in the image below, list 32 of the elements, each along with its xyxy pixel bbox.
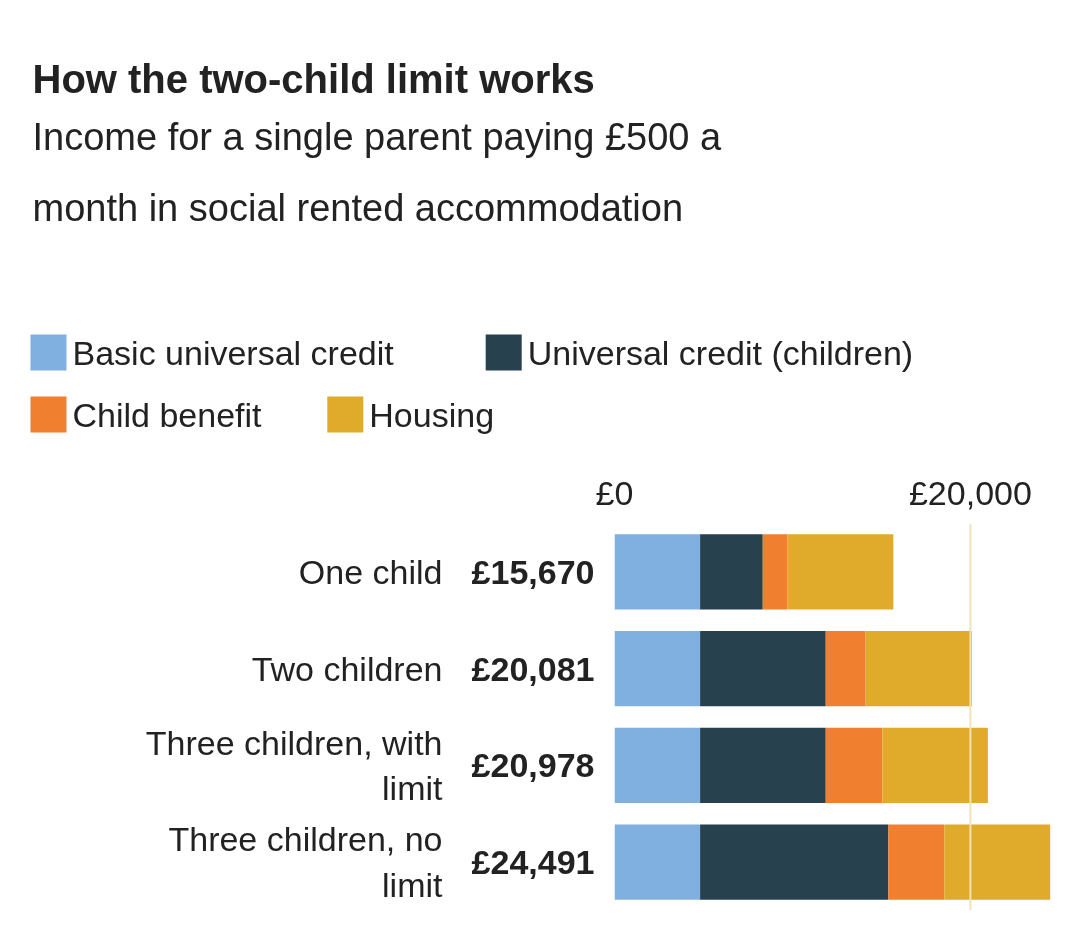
y-tick-label: Three children, no limit	[168, 820, 444, 904]
bar	[882, 727, 988, 804]
bar	[865, 630, 972, 707]
bar	[825, 727, 883, 804]
y-tick-label: Three children, with limit	[145, 723, 444, 808]
bar	[762, 534, 788, 610]
chart-title: How the two-child limit works	[32, 56, 595, 101]
y-tick-label: Two children	[251, 649, 443, 688]
bar	[614, 630, 701, 707]
total-label: £24,491	[471, 843, 595, 882]
legend-label: Child benefit	[72, 395, 263, 434]
bar	[700, 630, 826, 707]
bar	[888, 824, 945, 900]
bar	[787, 534, 894, 610]
x-tick-label: £0	[595, 473, 634, 512]
total-label: £20,081	[471, 649, 595, 688]
total-label: £20,978	[471, 746, 595, 785]
x-tick-label: £20,000	[908, 473, 1032, 512]
legend-label: Basic universal credit	[72, 333, 395, 372]
legend-label: Universal credit (children)	[527, 333, 914, 372]
chart-subtitle: Income for a single parent paying £500 a month in social rented accommodation	[32, 115, 723, 230]
bar	[614, 534, 701, 610]
bar	[614, 727, 701, 804]
bar	[700, 824, 889, 900]
bar	[944, 824, 1051, 900]
bar	[700, 534, 763, 610]
bar	[614, 824, 701, 900]
bar	[825, 630, 866, 707]
y-tick-label: One child	[298, 552, 443, 591]
bar	[700, 727, 826, 804]
total-label: £15,670	[471, 552, 595, 591]
legend-label: Housing	[369, 395, 495, 434]
